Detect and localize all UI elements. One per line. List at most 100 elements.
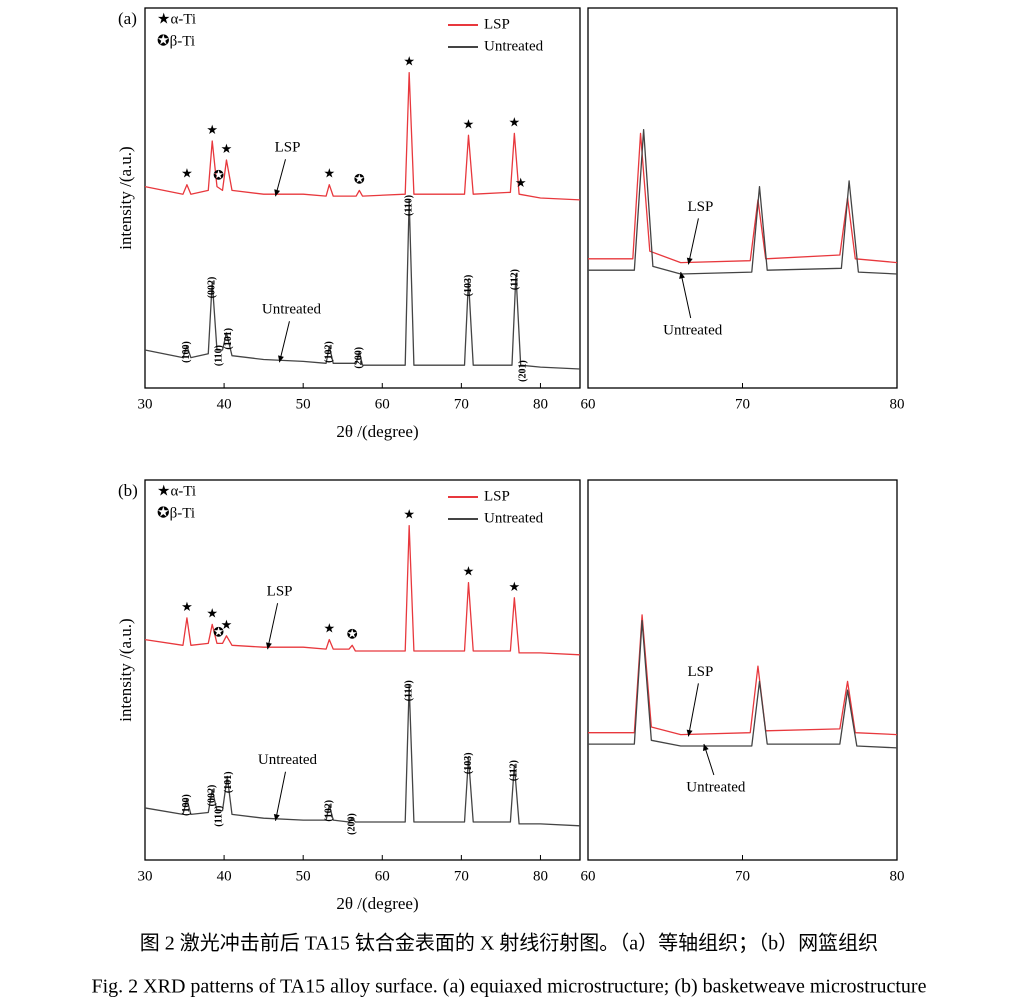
x-axis-label: 2θ /(degree)	[336, 894, 418, 913]
phase-marker: ★	[181, 599, 193, 614]
plot-frame	[144, 7, 581, 389]
peak-label: (102)	[324, 800, 335, 822]
x-tick-label: 50	[296, 396, 311, 412]
y-axis-label: intensity /(a.u.)	[116, 146, 135, 249]
callout-arrow	[275, 771, 286, 821]
callout-label: LSP	[687, 664, 713, 680]
xrd-line	[144, 71, 581, 201]
phase-marker: ★	[221, 141, 233, 156]
phase-marker: ★	[509, 579, 521, 594]
phase-marker: ★	[206, 605, 218, 620]
phase-marker: ✪	[354, 171, 365, 186]
y-axis-label: intensity /(a.u.)	[116, 618, 135, 721]
phase-marker: ★	[509, 114, 521, 129]
peak-label: (002)	[207, 277, 218, 299]
callout-label: Untreated	[686, 779, 746, 795]
phase-marker: ✪	[213, 168, 224, 183]
phase-marker: ✪	[213, 624, 224, 639]
callout-arrow	[687, 218, 699, 265]
x-tick-label: 60	[375, 868, 390, 884]
peak-label: (103)	[463, 275, 474, 297]
callout-label: Untreated	[262, 302, 322, 318]
x-tick-label: 30	[138, 868, 153, 884]
peak-label: (110)	[214, 806, 225, 827]
phase-marker: ★	[463, 564, 475, 579]
phase-marker: ★	[181, 166, 193, 181]
phase-marker: ★	[463, 116, 475, 131]
callout-arrowhead	[686, 257, 693, 265]
x-tick-label: 60	[581, 868, 596, 884]
legend-label: LSP	[484, 488, 510, 504]
peak-label: (103)	[463, 752, 474, 774]
x-tick-label: 50	[296, 868, 311, 884]
callout-label: LSP	[267, 584, 293, 600]
x-axis-label: 2θ /(degree)	[336, 422, 418, 441]
panel-label: (b)	[118, 481, 138, 500]
callout-arrowhead	[679, 272, 685, 279]
callout-arrow	[680, 271, 692, 319]
caption-zh: 图 2 激光冲击前后 TA15 钛合金表面的 X 射线衍射图。（a）等轴组织；（…	[140, 932, 878, 955]
phase-legend: ★α-Ti	[157, 483, 196, 499]
phase-marker: ★	[323, 166, 335, 181]
xrd-line	[588, 132, 898, 264]
xrd-line	[588, 128, 898, 275]
callout-label: Untreated	[663, 322, 723, 338]
x-tick-label: 60	[581, 396, 596, 412]
phase-marker: ★	[323, 621, 335, 636]
phase-marker: ★	[206, 122, 218, 137]
peak-label: (200)	[347, 813, 358, 835]
peak-label: (201)	[517, 360, 528, 382]
phase-marker: ✪	[347, 626, 358, 641]
legend-label: Untreated	[484, 510, 544, 526]
callout-arrowhead	[278, 355, 284, 363]
x-tick-label: 80	[533, 396, 548, 412]
x-tick-label: 80	[533, 868, 548, 884]
callout-arrowhead	[274, 189, 281, 197]
callout-arrow	[278, 321, 290, 363]
x-tick-label: 40	[217, 396, 232, 412]
x-tick-label: 70	[454, 396, 469, 412]
peak-label: (100)	[181, 341, 192, 363]
callout-label: LSP	[687, 199, 713, 215]
peak-label: (100)	[181, 794, 192, 816]
peak-label: (200)	[354, 347, 365, 369]
x-tick-label: 70	[454, 868, 469, 884]
x-tick-label: 60	[375, 396, 390, 412]
phase-marker: ★	[221, 617, 233, 632]
peak-label: (002)	[207, 785, 218, 807]
peak-label: (102)	[324, 341, 335, 363]
xrd-line	[144, 524, 581, 656]
phase-legend: ✪β-Ti	[157, 505, 195, 521]
xrd-line	[588, 619, 898, 749]
x-tick-label: 30	[138, 396, 153, 412]
x-tick-label: 80	[890, 868, 905, 884]
callout-arrowhead	[686, 729, 693, 737]
callout-arrow	[687, 683, 699, 737]
phase-legend: ✪β-Ti	[157, 33, 195, 49]
phase-marker: ★	[403, 507, 415, 522]
callout-label: LSP	[275, 140, 301, 156]
callout-arrow	[267, 603, 279, 650]
peak-label: (101)	[223, 771, 234, 793]
plot-frame	[144, 479, 581, 861]
x-tick-label: 40	[217, 868, 232, 884]
xrd-line	[144, 199, 581, 370]
plot-frame	[587, 479, 898, 861]
xrd-line	[588, 614, 898, 736]
x-tick-label: 70	[735, 396, 750, 412]
xrd-line	[144, 684, 581, 827]
peak-label: (112)	[509, 760, 520, 781]
x-tick-label: 80	[890, 396, 905, 412]
panel-label: (a)	[118, 9, 137, 28]
peak-label: (110)	[214, 345, 225, 366]
callout-arrowhead	[273, 813, 280, 821]
x-tick-label: 70	[735, 868, 750, 884]
callout-label: Untreated	[258, 752, 318, 768]
peak-label: (110)	[403, 680, 414, 701]
peak-label: (112)	[509, 269, 520, 290]
peak-label: (101)	[223, 328, 234, 350]
callout-arrowhead	[266, 642, 272, 650]
peak-label: (110)	[403, 195, 414, 216]
phase-marker: ★	[403, 54, 415, 69]
